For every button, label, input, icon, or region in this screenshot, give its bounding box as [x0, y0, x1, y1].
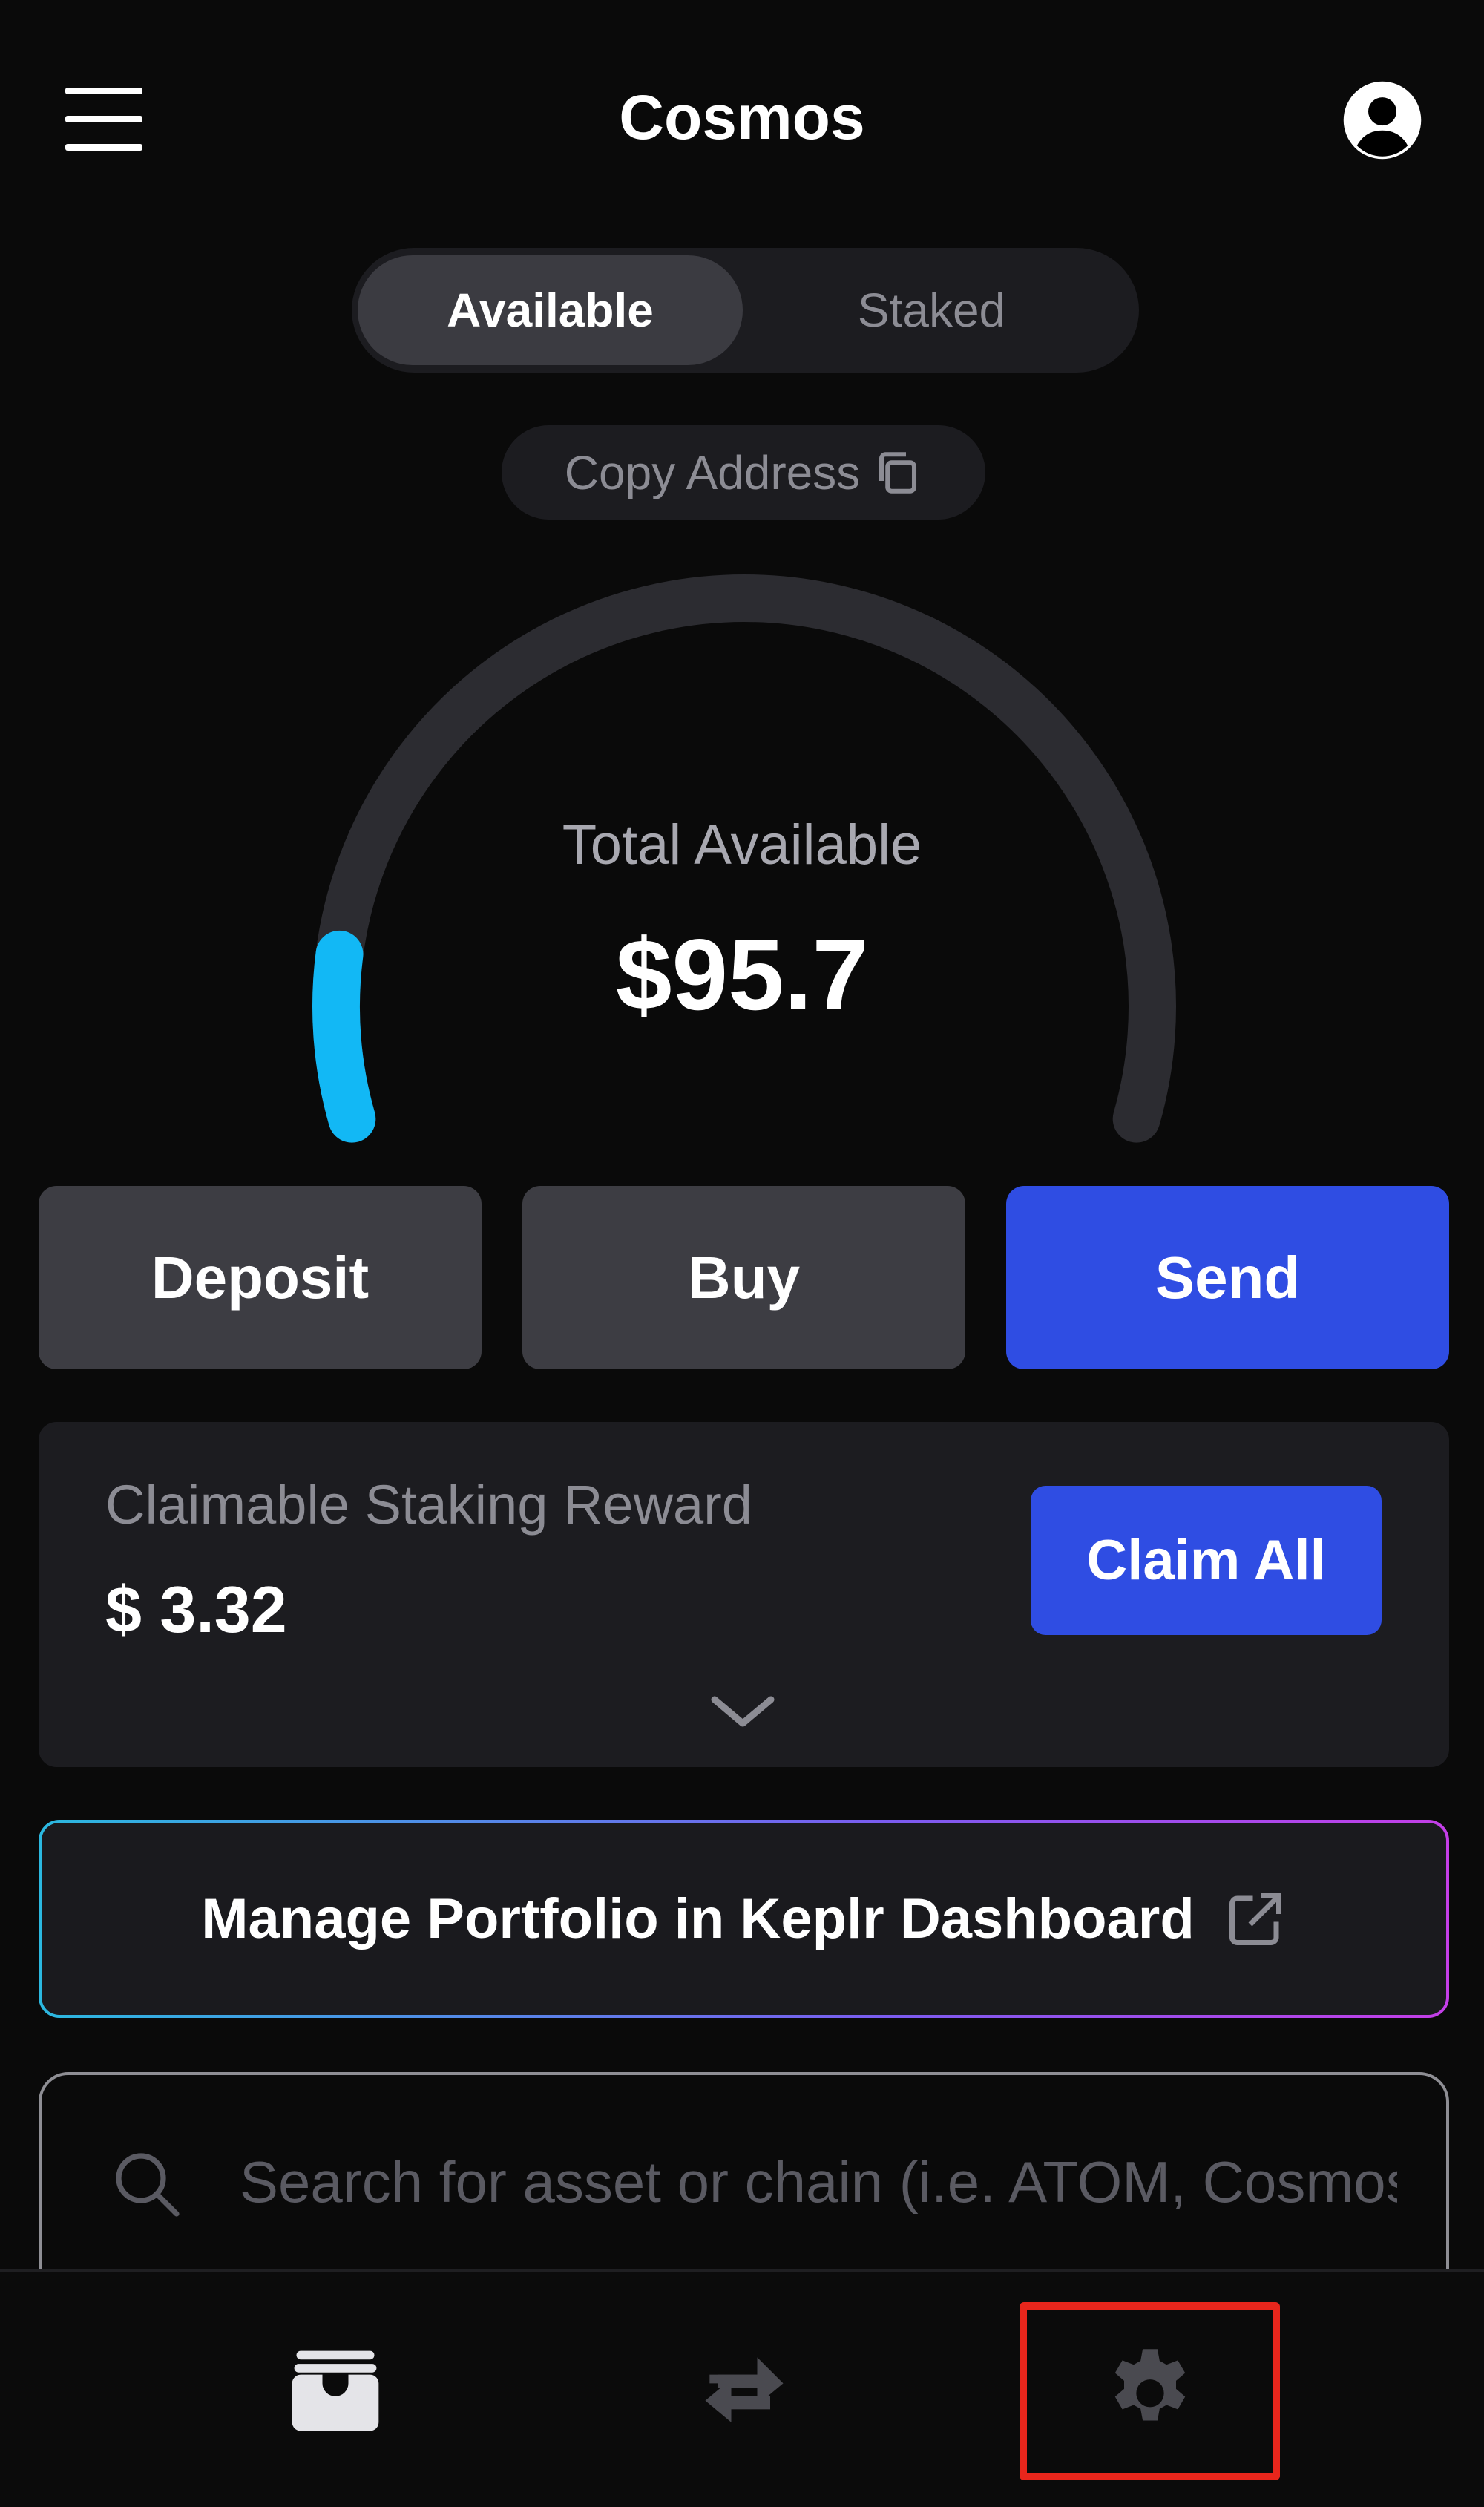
- staking-reward-label: Claimable Staking Reward: [105, 1474, 752, 1536]
- chevron-down-icon[interactable]: [709, 1692, 777, 1729]
- deposit-button[interactable]: Deposit: [39, 1186, 482, 1369]
- nav-wallet[interactable]: [283, 2340, 387, 2444]
- tab-available[interactable]: Available: [358, 255, 743, 365]
- nav-settings[interactable]: [1098, 2340, 1202, 2444]
- copy-address-label: Copy Address: [564, 445, 861, 499]
- settings-highlight-box: [1020, 2302, 1280, 2480]
- buy-button[interactable]: Buy: [522, 1186, 965, 1369]
- page-title: Cosmos: [619, 82, 865, 152]
- gear-icon: [1114, 2349, 1186, 2421]
- hamburger-icon-line: [65, 144, 142, 151]
- claim-all-button[interactable]: Claim All: [1031, 1486, 1382, 1635]
- external-link-icon: [1229, 1892, 1281, 1945]
- search-placeholder: Search for asset or chain (i.e. ATOM, Co…: [240, 2149, 1397, 2215]
- wallet-icon: [292, 2350, 379, 2431]
- gauge-track: [312, 574, 1176, 1143]
- gauge-fill: [312, 930, 376, 1143]
- balance-gauge: [312, 574, 1176, 1143]
- send-button[interactable]: Send: [1006, 1186, 1449, 1369]
- hamburger-icon-line: [65, 116, 142, 122]
- manage-portfolio-inner: Manage Portfolio in Keplr Dashboard: [42, 1823, 1446, 2015]
- search-icon: [116, 2153, 180, 2217]
- manage-portfolio-link[interactable]: Manage Portfolio in Keplr Dashboard: [39, 1820, 1449, 2018]
- user-circle-icon: [1343, 81, 1422, 160]
- total-available-label: Total Available: [562, 813, 922, 876]
- copy-icon: [879, 451, 917, 494]
- manage-portfolio-label: Manage Portfolio in Keplr Dashboard: [201, 1887, 1195, 1950]
- menu-button[interactable]: [65, 88, 142, 151]
- nav-swap[interactable]: [692, 2340, 796, 2444]
- staking-reward-value: $ 3.32: [105, 1573, 287, 1646]
- balance-toggle: Available Staked: [352, 248, 1139, 373]
- swap-arrows-icon: [705, 2357, 784, 2422]
- tab-staked[interactable]: Staked: [857, 284, 1006, 337]
- copy-address-button[interactable]: Copy Address: [502, 425, 985, 520]
- hamburger-icon: [65, 88, 142, 94]
- account-button[interactable]: [1340, 78, 1425, 163]
- total-available-value: $95.7: [615, 918, 869, 1031]
